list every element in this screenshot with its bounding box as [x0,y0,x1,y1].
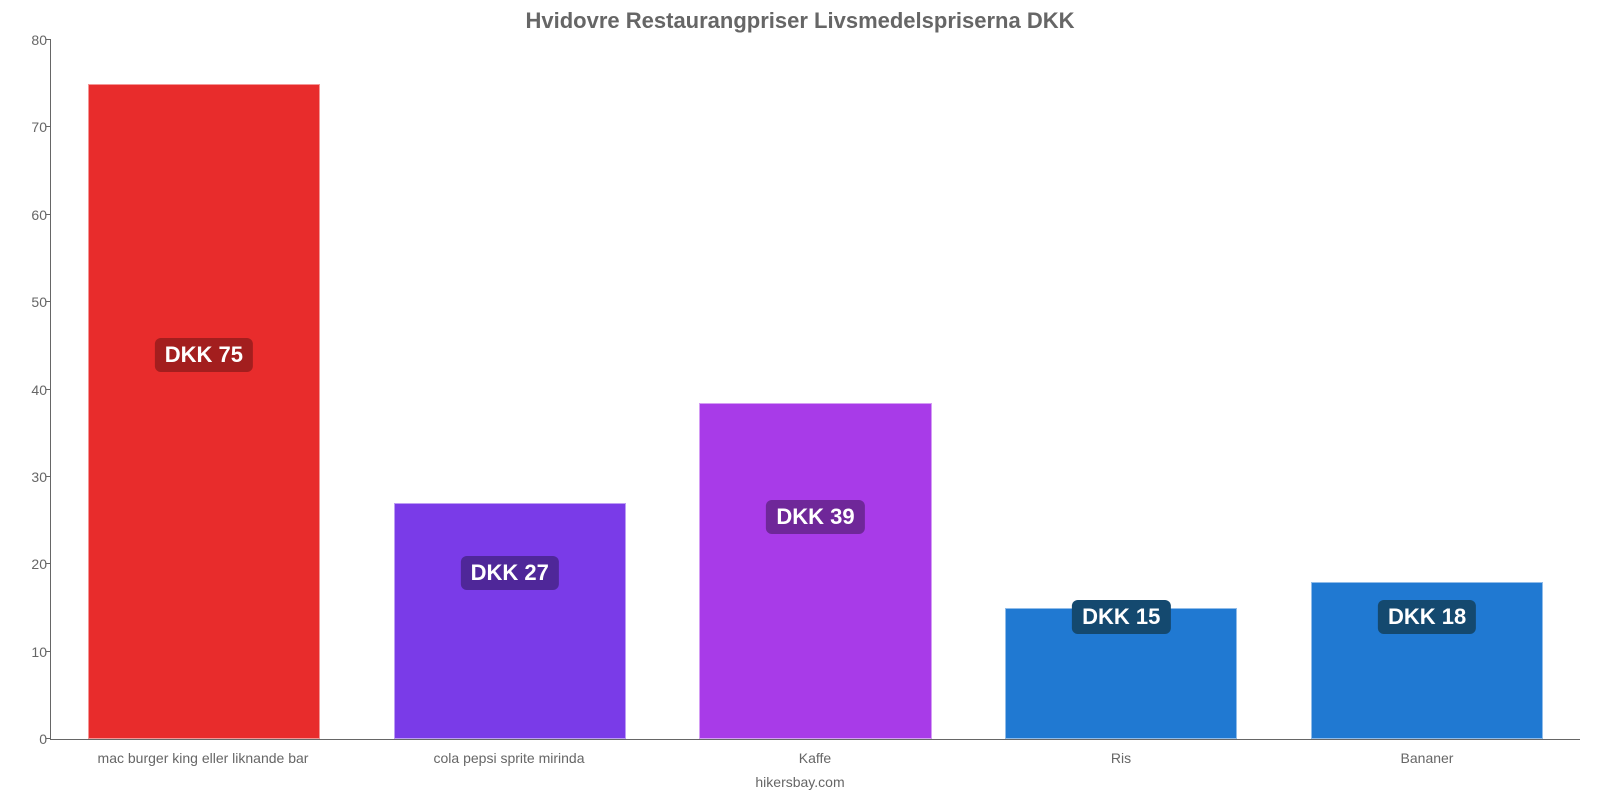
y-tick-label: 70 [7,119,47,135]
x-axis-label: Bananer [1274,750,1580,766]
y-tick-label: 40 [7,382,47,398]
bar-slot: DKK 75 [51,40,357,739]
plot-area: DKK 75DKK 27DKK 39DKK 15DKK 18 010203040… [50,40,1580,740]
y-tick-mark [46,651,51,652]
y-tick-label: 30 [7,469,47,485]
y-tick-label: 50 [7,294,47,310]
plot-inner: DKK 75DKK 27DKK 39DKK 15DKK 18 010203040… [50,40,1580,740]
bar [699,403,931,739]
x-axis-labels: mac burger king eller liknande barcola p… [50,750,1580,766]
bar-slot: DKK 18 [1274,40,1580,739]
bars-container: DKK 75 DKK 27 DKK 39 DKK 15 DKK 18 [51,40,1580,739]
value-chip: DKK 15 [1072,600,1170,634]
bar-slot: DKK 27 [357,40,663,739]
y-tick-label: 60 [7,207,47,223]
value-chip: DKK 75 [155,338,253,372]
y-tick-mark [46,126,51,127]
value-chip: DKK 39 [766,500,864,534]
bar-slot: DKK 15 [968,40,1274,739]
bar-slot: DKK 39 [663,40,969,739]
y-tick-label: 0 [7,731,47,747]
x-axis-label: mac burger king eller liknande bar [50,750,356,766]
bar [88,84,320,739]
value-chip: DKK 18 [1378,600,1476,634]
y-tick-mark [46,389,51,390]
y-tick-mark [46,738,51,739]
y-tick-mark [46,563,51,564]
y-tick-mark [46,214,51,215]
chart-title: Hvidovre Restaurangpriser Livsmedelspris… [0,0,1600,34]
y-tick-label: 20 [7,556,47,572]
y-tick-mark [46,301,51,302]
y-tick-label: 80 [7,32,47,48]
x-axis-label: Ris [968,750,1274,766]
x-axis-label: Kaffe [662,750,968,766]
credit-text: hikersbay.com [0,774,1600,790]
value-chip: DKK 27 [461,556,559,590]
y-tick-mark [46,39,51,40]
x-axis-label: cola pepsi sprite mirinda [356,750,662,766]
y-tick-label: 10 [7,644,47,660]
bar [394,503,626,739]
y-tick-mark [46,476,51,477]
